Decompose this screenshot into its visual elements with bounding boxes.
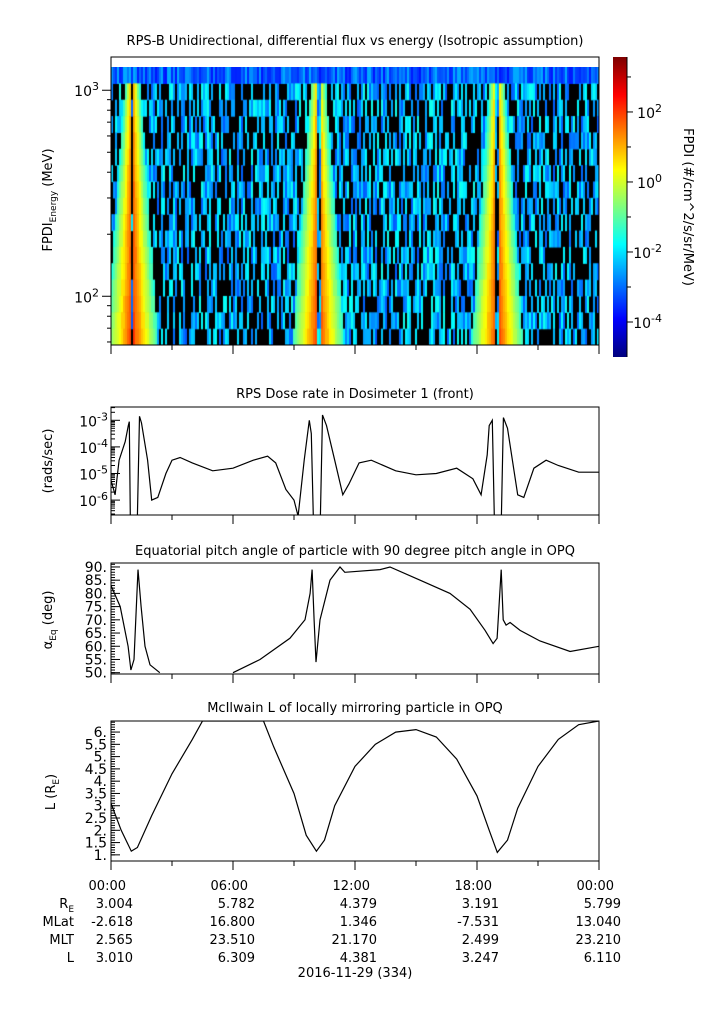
row-value: 23.210	[576, 933, 622, 948]
panel-1-frame	[110, 406, 600, 516]
colorbar-tick-label: 102	[637, 102, 662, 122]
y-tick-label: 90.	[85, 560, 107, 576]
row-value: 6.110	[584, 951, 621, 966]
y-tick-label: 55.	[85, 652, 107, 668]
y-tick-label: 3.5	[85, 786, 107, 802]
row-value: 2.499	[462, 933, 499, 948]
y-tick-label: 1.5	[85, 836, 107, 852]
y-tick-label: 10-5	[79, 464, 108, 484]
pitch-angle-line	[111, 569, 161, 674]
date-label: 2016-11-29 (334)	[298, 966, 413, 981]
row-value: 5.782	[218, 897, 255, 912]
dose-rate-line	[111, 414, 599, 515]
panel-1-title: RPS Dose rate in Dosimeter 1 (front)	[236, 387, 474, 402]
row-value: 21.170	[332, 933, 378, 948]
y-tick-label: 6.	[94, 725, 107, 741]
y-tick-label: 1.	[94, 848, 107, 864]
y-tick-label: 102	[74, 286, 99, 306]
spectrogram-frame	[110, 56, 600, 346]
row-value: 16.800	[210, 915, 256, 930]
y-tick-label: 50.	[85, 666, 107, 682]
y-tick-label: 5.5	[85, 737, 107, 753]
row-value: -7.531	[457, 915, 499, 930]
y-tick-label: 60.	[85, 639, 107, 655]
panel-3-title: McIlwain L of locally mirroring particle…	[207, 701, 503, 716]
colorbar-tick-label: 10-2	[633, 242, 662, 262]
y-tick-label: 10-4	[79, 437, 108, 457]
pitch-ylabel: αEq (deg)	[41, 591, 59, 650]
colorbar-label: FPDI (#/cm^2/s/sr/MeV)	[680, 128, 695, 286]
lshell-line	[111, 721, 599, 854]
panel-2-title: Equatorial pitch angle of particle with …	[135, 544, 575, 559]
y-tick-label: 3.	[94, 799, 107, 815]
x-tick-label: 00:00	[89, 879, 126, 894]
colorbar	[613, 57, 627, 357]
colorbar-tick-label: 10-4	[633, 312, 662, 332]
row-value: 23.510	[210, 933, 256, 948]
y-tick-label: 70.	[85, 613, 107, 629]
colorbar-tick-label: 100	[637, 172, 662, 192]
row-label: L	[67, 951, 75, 966]
row-label: MLat	[42, 915, 74, 930]
lshell-ylabel: L (RE)	[44, 774, 62, 810]
x-tick-label: 06:00	[211, 879, 248, 894]
pitch-angle-line	[232, 566, 599, 674]
x-tick-label: 12:00	[333, 879, 370, 894]
y-tick-label: 10-3	[79, 410, 108, 430]
y-tick-label: 2.5	[85, 811, 107, 827]
row-value: 4.379	[340, 897, 377, 912]
row-value: 2.565	[96, 933, 133, 948]
row-value: 3.004	[96, 897, 133, 912]
row-value: 3.191	[462, 897, 499, 912]
panel-2-frame	[110, 562, 600, 675]
row-value: 13.040	[576, 915, 622, 930]
y-tick-label: 85.	[85, 573, 107, 589]
row-value: 6.309	[218, 951, 255, 966]
y-tick-label: 80.	[85, 586, 107, 602]
y-tick-label: 75.	[85, 600, 107, 616]
y-tick-label: 10-6	[79, 490, 108, 510]
row-value: 1.346	[340, 915, 377, 930]
y-tick-label: 4.5	[85, 762, 107, 778]
y-tick-label: 4.	[94, 774, 107, 790]
row-value: -2.618	[91, 915, 133, 930]
dose-ylabel: (rads/sec)	[41, 429, 56, 494]
y-tick-label: 65.	[85, 626, 107, 642]
spectrogram-heatmap	[111, 67, 599, 345]
row-value: 4.381	[340, 951, 377, 966]
row-value: 3.247	[462, 951, 499, 966]
y-tick-label: 5.	[94, 750, 107, 766]
row-label: MLT	[49, 933, 74, 948]
row-value: 5.799	[584, 897, 621, 912]
y-tick-label: 2.	[94, 823, 107, 839]
spectrogram-title: RPS-B Unidirectional, differential flux …	[127, 34, 584, 49]
x-tick-label: 18:00	[455, 879, 492, 894]
y-tick-label: 103	[74, 80, 99, 100]
row-value: 3.010	[96, 951, 133, 966]
spectrogram-ylabel: FPDIEnergy (MeV)	[41, 148, 59, 251]
row-label: RE	[59, 897, 74, 915]
x-tick-label: 00:00	[577, 879, 614, 894]
